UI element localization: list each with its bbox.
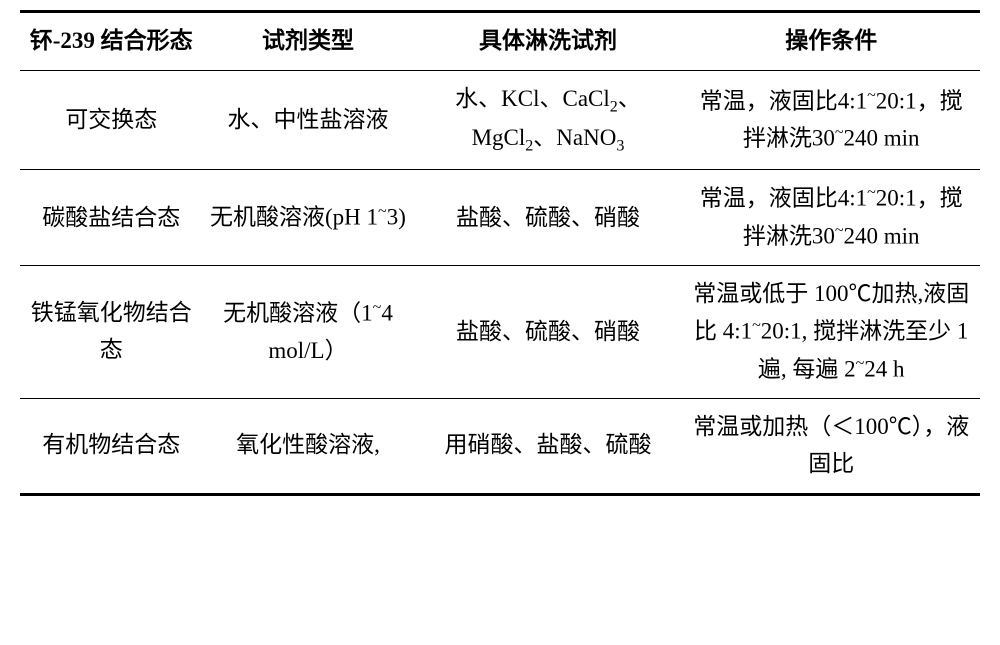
table-body: 可交换态 水、中性盐溶液 水、KCl、CaCl2、MgCl2、NaNO3 常温，… xyxy=(20,70,980,494)
table-row: 碳酸盐结合态 无机酸溶液(pH 1~3) 盐酸、硫酸、硝酸 常温，液固比4:1~… xyxy=(20,170,980,266)
header-col3: 具体淋洗试剂 xyxy=(414,12,683,71)
header-col2: 试剂类型 xyxy=(202,12,413,71)
cell-conditions: 常温或加热（＜100℃），液固比 xyxy=(682,399,980,495)
cell-specific-reagent: 盐酸、硫酸、硝酸 xyxy=(414,266,683,399)
cell-reagent-type: 水、中性盐溶液 xyxy=(202,70,413,170)
table-row: 铁锰氧化物结合态 无机酸溶液（1~4 mol/L） 盐酸、硫酸、硝酸 常温或低于… xyxy=(20,266,980,399)
cell-form: 碳酸盐结合态 xyxy=(20,170,202,266)
table-header: 钚-239 结合形态 试剂类型 具体淋洗试剂 操作条件 xyxy=(20,12,980,71)
reagent-table: 钚-239 结合形态 试剂类型 具体淋洗试剂 操作条件 可交换态 水、中性盐溶液… xyxy=(20,10,980,496)
cell-conditions: 常温或低于 100℃加热,液固比 4:1~20:1, 搅拌淋洗至少 1 遍, 每… xyxy=(682,266,980,399)
cell-reagent-type: 氧化性酸溶液, xyxy=(202,399,413,495)
cell-form: 有机物结合态 xyxy=(20,399,202,495)
header-col4: 操作条件 xyxy=(682,12,980,71)
table-row: 有机物结合态 氧化性酸溶液, 用硝酸、盐酸、硫酸 常温或加热（＜100℃），液固… xyxy=(20,399,980,495)
cell-conditions: 常温，液固比4:1~20:1，搅拌淋洗30~240 min xyxy=(682,70,980,170)
cell-specific-reagent: 用硝酸、盐酸、硫酸 xyxy=(414,399,683,495)
table-row: 可交换态 水、中性盐溶液 水、KCl、CaCl2、MgCl2、NaNO3 常温，… xyxy=(20,70,980,170)
cell-form: 可交换态 xyxy=(20,70,202,170)
cell-specific-reagent: 盐酸、硫酸、硝酸 xyxy=(414,170,683,266)
cell-reagent-type: 无机酸溶液(pH 1~3) xyxy=(202,170,413,266)
cell-conditions: 常温，液固比4:1~20:1，搅拌淋洗30~240 min xyxy=(682,170,980,266)
cell-reagent-type: 无机酸溶液（1~4 mol/L） xyxy=(202,266,413,399)
cell-form: 铁锰氧化物结合态 xyxy=(20,266,202,399)
header-col1: 钚-239 结合形态 xyxy=(20,12,202,71)
cell-specific-reagent: 水、KCl、CaCl2、MgCl2、NaNO3 xyxy=(414,70,683,170)
